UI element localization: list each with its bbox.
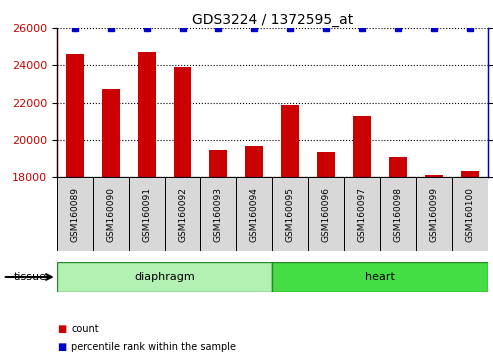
Text: count: count [71,324,99,334]
Text: GSM160093: GSM160093 [214,187,223,242]
Bar [201,177,237,251]
Bar [57,177,93,251]
Bar [452,177,488,251]
Bar [93,177,129,251]
Text: ■: ■ [57,324,66,334]
Text: GSM160099: GSM160099 [429,187,439,242]
Bar [308,177,344,251]
Text: GSM160097: GSM160097 [358,187,367,242]
Bar [102,89,120,177]
Text: GSM160096: GSM160096 [322,187,331,242]
Bar [210,150,227,177]
Text: tissue: tissue [14,272,47,282]
Bar [282,105,299,177]
Text: GSM160092: GSM160092 [178,187,187,242]
Text: ■: ■ [57,342,66,352]
Bar [461,171,479,177]
Bar [353,116,371,177]
Bar [246,146,263,177]
Text: GSM160100: GSM160100 [465,187,475,242]
Bar [129,177,165,251]
Text: GSM160095: GSM160095 [286,187,295,242]
Bar [66,54,84,177]
Bar [317,152,335,177]
Text: GSM160090: GSM160090 [106,187,115,242]
Text: GSM160094: GSM160094 [250,187,259,242]
Text: GSM160089: GSM160089 [70,187,79,242]
Bar [174,67,191,177]
Text: heart: heart [365,272,395,282]
Bar [138,52,156,177]
Text: percentile rank within the sample: percentile rank within the sample [71,342,237,352]
Bar [389,156,407,177]
Title: GDS3224 / 1372595_at: GDS3224 / 1372595_at [192,13,353,27]
Text: GSM160091: GSM160091 [142,187,151,242]
Bar [344,177,380,251]
Bar [416,177,452,251]
Bar [272,177,308,251]
Text: GSM160098: GSM160098 [394,187,403,242]
Bar [237,177,272,251]
Bar [380,177,416,251]
Bar [165,177,201,251]
Bar [272,262,488,292]
Bar [425,175,443,177]
Bar [57,262,272,292]
Text: diaphragm: diaphragm [134,272,195,282]
